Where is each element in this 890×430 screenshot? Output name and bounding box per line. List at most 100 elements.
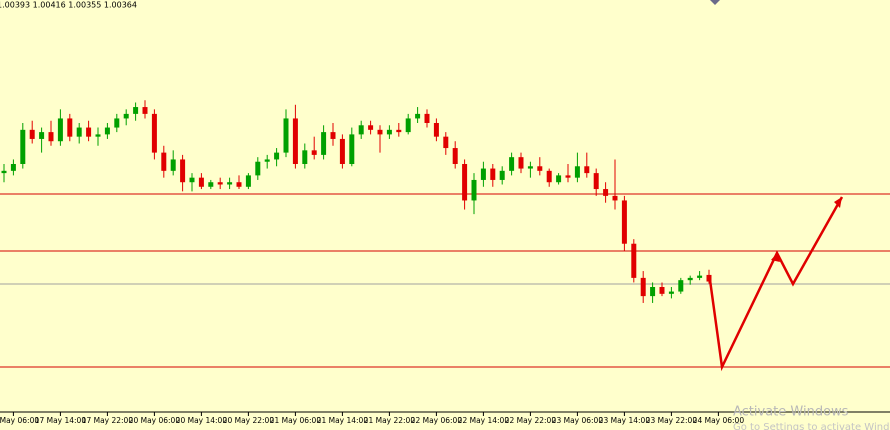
candle-body [161, 152, 167, 171]
candle-body [180, 159, 186, 183]
candle-body [358, 125, 364, 135]
candle-body [67, 118, 73, 137]
candle-body [255, 161, 261, 176]
candle-body [518, 157, 524, 169]
candle-body [264, 159, 270, 162]
candle-body [1, 170, 7, 174]
candle-body [537, 166, 543, 171]
candle-body [612, 195, 618, 201]
x-tick-label: 20 May 06:00 [129, 416, 181, 425]
candle-body [321, 132, 327, 155]
candle-body [546, 170, 552, 183]
candle-body [114, 118, 120, 128]
candle-body [490, 168, 496, 180]
candle-body [593, 173, 599, 190]
candle-body [48, 132, 54, 142]
candle-body [292, 118, 298, 164]
candle-body [142, 107, 148, 114]
candle-body [283, 118, 289, 153]
candle-body [10, 164, 16, 171]
candle-body [368, 125, 374, 130]
candle-body [433, 123, 439, 137]
candle-body [621, 200, 627, 244]
x-tick-label: 21 May 06:00 [270, 416, 322, 425]
candle-body [687, 277, 693, 281]
x-tick-label: 23 May 22:00 [646, 416, 698, 425]
x-tick-label: 22 May 22:00 [505, 416, 557, 425]
candle-body [603, 189, 609, 196]
watermark: Go to Settings to activate Windows. [733, 422, 890, 430]
candle-body [415, 113, 421, 119]
candle-body [668, 291, 674, 294]
shift-marker [710, 0, 720, 5]
candle-body [396, 129, 402, 133]
candle-body [556, 175, 562, 183]
x-tick-label: 23 May 14:00 [599, 416, 651, 425]
candle-body [706, 274, 712, 282]
candle-body [311, 150, 317, 155]
candle-body [123, 113, 129, 119]
candle-body [189, 177, 195, 183]
x-tick-label: 22 May 14:00 [458, 416, 510, 425]
candle-body [574, 166, 580, 178]
candle-body [697, 275, 703, 278]
candle-body [20, 129, 26, 164]
candle-body [217, 182, 223, 185]
candle-body [405, 118, 411, 133]
candle-body [302, 150, 308, 164]
x-tick-label: 20 May 14:00 [176, 416, 228, 425]
candle-body [236, 182, 242, 187]
candle-body [349, 134, 355, 164]
candle-body [227, 182, 233, 185]
ohlc-header: 1.00393 1.00416 1.00355 1.00364 [0, 1, 137, 10]
candle-body [86, 127, 92, 137]
candle-body [462, 164, 468, 201]
arrow-head [771, 253, 780, 262]
candle-body [104, 127, 110, 135]
x-tick-label: 23 May 06:00 [552, 416, 604, 425]
candle-body [29, 129, 35, 139]
x-tick-label: 20 May 22:00 [223, 416, 275, 425]
candle-body [76, 127, 82, 137]
candle-body [471, 179, 477, 201]
candle-body [39, 132, 45, 139]
x-tick-label: 17 May 14:00 [35, 416, 87, 425]
watermark: Activate Windows [733, 405, 849, 420]
candle-body [650, 287, 656, 297]
x-tick-label: 21 May 14:00 [317, 416, 369, 425]
candle-body [480, 168, 486, 180]
candle-body [274, 152, 280, 160]
candle-body [565, 175, 571, 178]
x-tick-label: 22 May 06:00 [411, 416, 463, 425]
candle-body [499, 170, 505, 180]
candle-body [640, 277, 646, 297]
candle-body [133, 107, 139, 114]
arrow-head [834, 197, 842, 208]
candle-body [339, 138, 345, 164]
candle-body [527, 166, 533, 169]
candle-body [245, 175, 251, 187]
candle-body [95, 134, 101, 137]
candle-body [424, 113, 430, 123]
candle-body [584, 166, 590, 174]
candle-body [386, 129, 392, 135]
candle-body [57, 118, 63, 142]
candle-body [170, 159, 176, 171]
candle-body [452, 148, 458, 164]
candle-body [151, 113, 157, 153]
candle-body [509, 157, 515, 171]
candle-body [678, 280, 684, 292]
candle-body [208, 182, 214, 187]
candle-body [631, 243, 637, 278]
candle-body [198, 177, 204, 187]
candle-body [330, 132, 336, 139]
x-tick-label: 17 May 06:00 [0, 416, 39, 425]
x-tick-label: 24 May 06:00 [693, 416, 745, 425]
x-tick-label: 21 May 22:00 [364, 416, 416, 425]
x-tick-label: 17 May 22:00 [82, 416, 134, 425]
candle-body [659, 287, 665, 294]
candle-body [443, 136, 449, 149]
candle-body [377, 129, 383, 135]
